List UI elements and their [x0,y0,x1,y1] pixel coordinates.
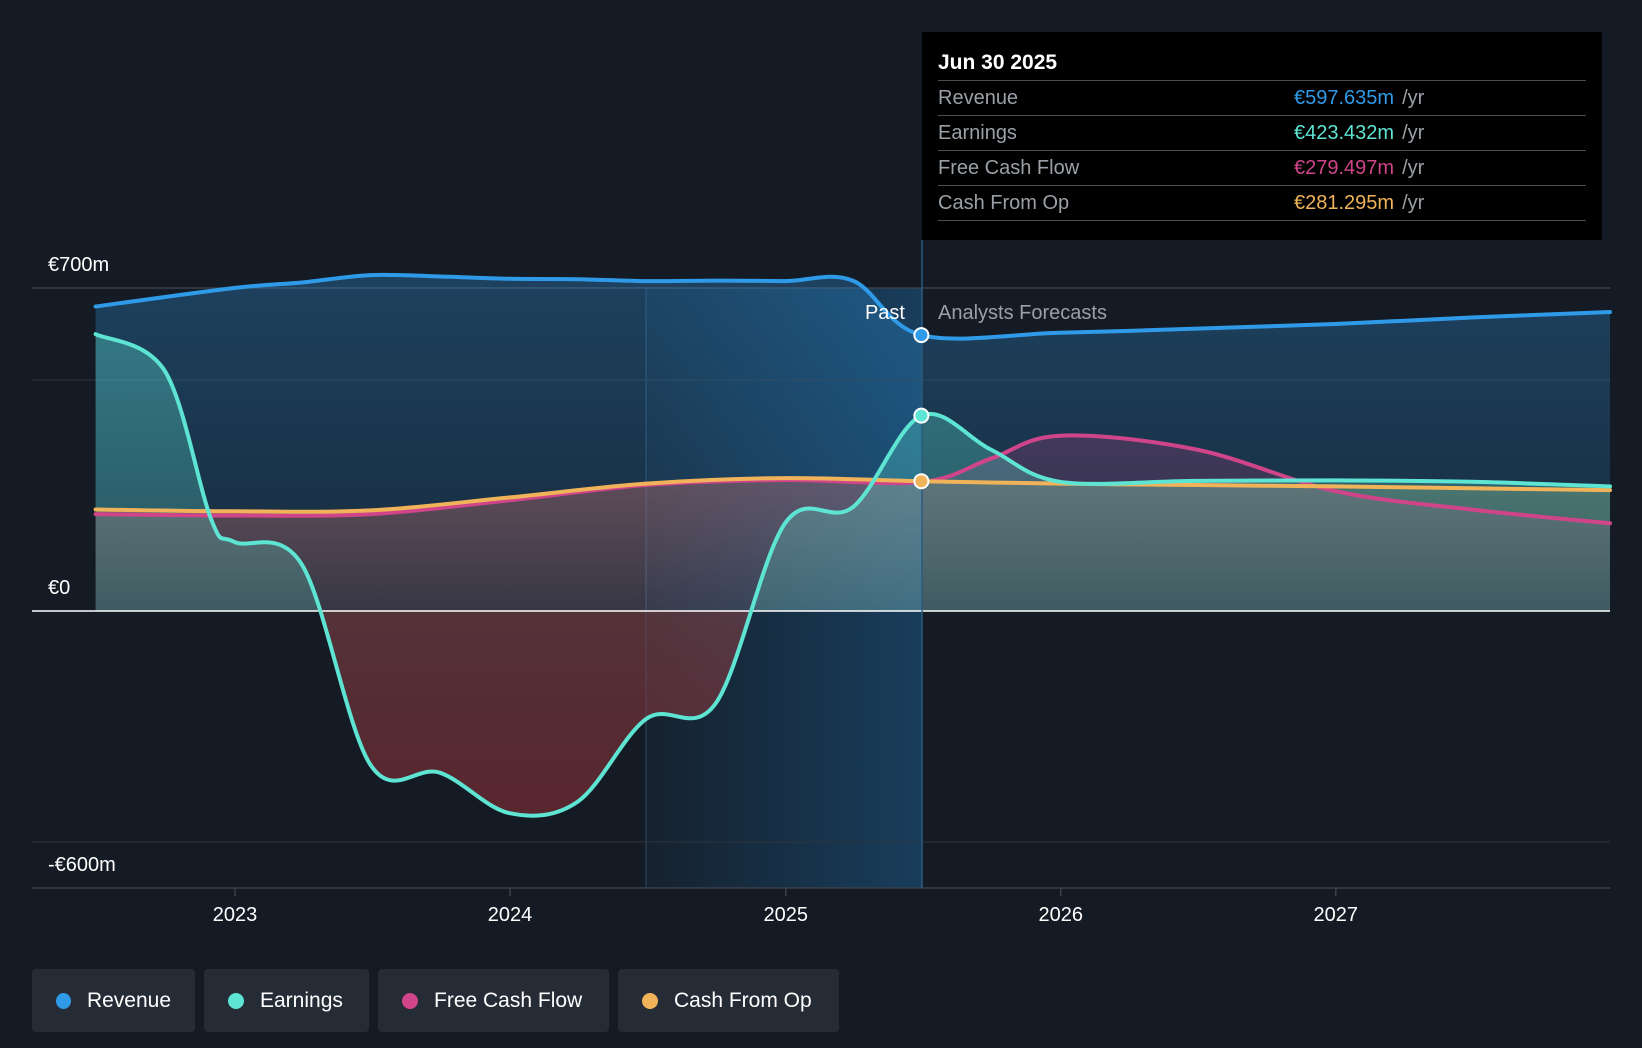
tooltip-row-revenue: Revenue €597.635m /yr [938,81,1586,116]
cash-from-op-line [93,476,1612,514]
tooltip-panel: Jun 30 2025 Revenue €597.635m /yr Earnin… [922,32,1602,240]
legend-dot-icon [56,992,71,1009]
tooltip-row-unit: /yr [1402,87,1425,109]
tooltip-row-value: €423.432m [1294,122,1395,144]
series-lines [93,272,1612,818]
tooltip-date: Jun 30 2025 [938,46,1586,81]
tooltip-row-unit: /yr [1402,157,1425,179]
tooltip-row-cash-from-op: Cash From Op €281.295m /yr [938,186,1586,221]
x-tick-label-2027: 2027 [1314,904,1359,926]
x-tick-label-2025: 2025 [764,904,809,926]
legend-dot-icon [228,992,244,1009]
legend-dot-icon [402,992,418,1009]
legend-item-earnings[interactable]: Earnings [204,969,369,1032]
tooltip-row-unit: /yr [1402,122,1425,144]
tooltip-row-unit: /yr [1402,192,1425,214]
hover-markers [913,327,930,490]
tooltip-row-name: Cash From Op [938,192,1070,214]
y-tick-label-0: €0 [48,577,70,599]
tooltip-row-name: Earnings [938,122,1017,144]
tooltip-row-free-cash-flow: Free Cash Flow €279.497m /yr [938,151,1586,186]
tooltip-row-earnings: Earnings €423.432m /yr [938,116,1586,151]
earnings-negative-area [95,611,1610,816]
revenue-line [93,272,1612,341]
cash-from-op-marker [913,473,930,490]
x-tick-label-2024: 2024 [488,904,533,926]
forecast-label: Analysts Forecasts [938,302,1107,324]
free-cash-flow-line [93,433,1612,526]
series-areas [95,274,1611,816]
y-tick-label-700: €700m [48,254,109,276]
legend-label: Revenue [86,988,171,1012]
x-axis-ticks: 2023 2024 2025 2026 2027 [213,888,1358,926]
legend-label: Cash From Op [674,988,812,1012]
legend-dot-icon [642,992,658,1009]
legend-label: Free Cash Flow [434,988,583,1012]
revenue-marker [913,327,930,344]
legend-item-cash-from-op[interactable]: Cash From Op [618,969,839,1032]
x-tick-label-2026: 2026 [1039,904,1084,926]
legend-item-free-cash-flow[interactable]: Free Cash Flow [378,969,609,1032]
tooltip-row-name: Revenue [938,87,1019,109]
tooltip-row-name: Free Cash Flow [938,157,1080,179]
earnings-line [93,332,1612,818]
x-tick-label-2023: 2023 [213,904,258,926]
y-tick-label-neg600: -€600m [48,854,116,876]
legend-item-revenue[interactable]: Revenue [32,969,195,1032]
tooltip-row-value: €597.635m [1294,87,1395,109]
chart-legend: Revenue Earnings Free Cash Flow Cash Fro… [32,969,839,1032]
past-label: Past [865,302,905,324]
tooltip-row-value: €279.497m [1294,157,1395,179]
legend-label: Earnings [260,988,343,1012]
tooltip-row-value: €281.295m [1294,192,1395,214]
earnings-marker [913,407,930,424]
